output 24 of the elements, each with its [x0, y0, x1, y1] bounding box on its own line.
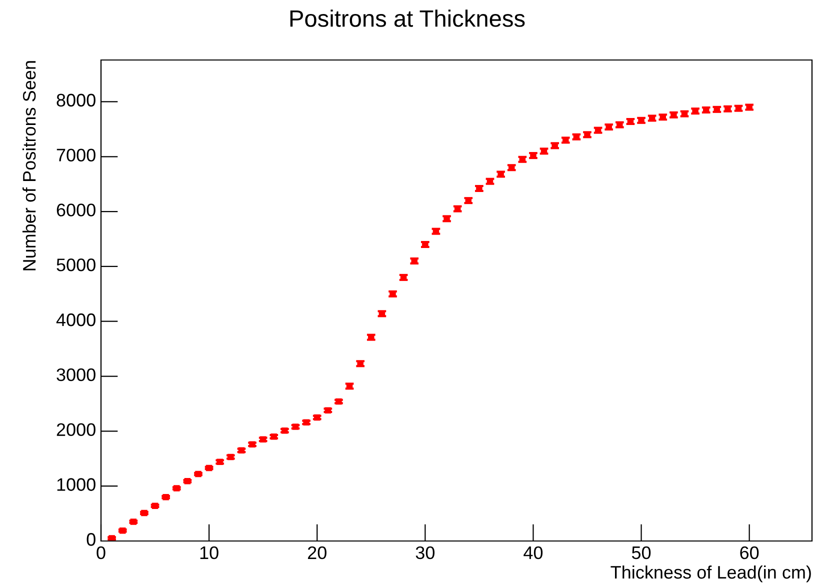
x-tick-label: 30 — [416, 546, 434, 560]
y-tick-label: 5000 — [56, 258, 96, 272]
x-tick-label: 50 — [632, 546, 651, 560]
point — [184, 478, 191, 484]
y-tick-label: 2000 — [56, 423, 96, 436]
point — [324, 407, 332, 414]
y-tick-label: 4000 — [56, 313, 96, 326]
y-tick-label: 7000 — [56, 148, 96, 162]
y-tick-label: 0 — [86, 533, 96, 546]
point — [119, 527, 126, 534]
y-tick-label: 3000 — [56, 368, 96, 382]
y-tick-label: 1000 — [57, 478, 96, 491]
x-tick-label: 0 — [96, 546, 106, 560]
chart-title: Positrons at Thickness — [290, 10, 525, 27]
y-tick-label: 8000 — [56, 94, 96, 107]
x-tick-label: 40 — [524, 546, 543, 560]
y-axis-title: Number of Positrons Seen — [22, 61, 36, 270]
x-axis-title: Thickness of Lead(in cm) — [610, 565, 811, 582]
x-tick-label: 10 — [200, 546, 218, 560]
point — [130, 518, 137, 525]
y-tick-label: 6000 — [56, 204, 96, 216]
x-tick-label: 60 — [740, 546, 759, 560]
point — [206, 464, 212, 472]
x-tick-label: 20 — [308, 546, 326, 560]
